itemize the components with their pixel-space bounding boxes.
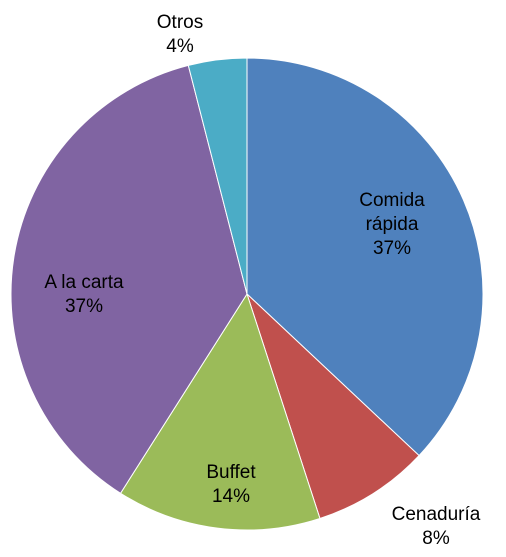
pie-slice [246,293,420,520]
slice-label: Buffet 14% [161,461,301,509]
percent-label: 37% [372,238,412,259]
slice-label: A la carta 37% [14,271,154,319]
category-name: Otros [156,12,204,33]
pie-slice [119,292,321,531]
pie-slice [246,57,484,457]
percent-label: 4% [166,36,194,57]
slice-label: Comida rápida 37% [347,189,437,261]
slice-label: Cenaduría 8% [366,503,506,551]
category-name: Cenaduría [391,504,481,525]
slice-label: Otros 4% [110,11,250,59]
percent-label: 14% [211,486,251,507]
percent-label: 8% [422,528,450,549]
category-name: Comida rápida [359,190,425,235]
category-name: A la carta [44,272,124,293]
pie-slice [10,64,248,494]
category-name: Buffet [206,462,256,483]
percent-label: 37% [64,296,104,317]
pie-slice [187,57,248,295]
